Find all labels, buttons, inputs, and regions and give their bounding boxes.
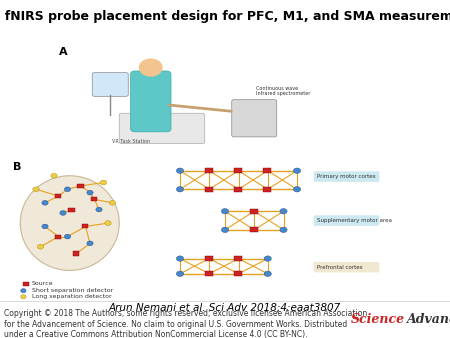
Bar	[234, 168, 242, 173]
Circle shape	[221, 227, 229, 233]
Bar	[55, 194, 61, 198]
Circle shape	[42, 224, 48, 229]
Text: Long separation detector: Long separation detector	[32, 294, 111, 299]
Circle shape	[33, 187, 39, 192]
Circle shape	[221, 209, 229, 214]
Bar	[22, 282, 29, 286]
Bar	[77, 184, 84, 188]
Text: B: B	[14, 162, 22, 172]
Bar	[91, 197, 97, 201]
FancyBboxPatch shape	[119, 113, 205, 144]
Text: Copyright © 2018 The Authors, some rights reserved; exclusive licensee American : Copyright © 2018 The Authors, some right…	[4, 309, 368, 338]
Text: Science: Science	[351, 313, 405, 326]
Text: Source: Source	[32, 282, 53, 286]
Text: Supplementary motor area: Supplementary motor area	[317, 218, 392, 223]
Bar	[205, 271, 213, 276]
Circle shape	[280, 227, 287, 233]
Text: Arun Nemani et al. Sci Adv 2018;4:eaat3807: Arun Nemani et al. Sci Adv 2018;4:eaat38…	[109, 303, 341, 313]
Circle shape	[87, 241, 93, 246]
Text: Prefrontal cortex: Prefrontal cortex	[317, 265, 363, 270]
Text: A: A	[58, 47, 67, 57]
Bar	[205, 187, 213, 192]
Bar	[250, 209, 258, 214]
Text: Primary motor cortex: Primary motor cortex	[317, 174, 376, 179]
FancyBboxPatch shape	[92, 73, 128, 96]
Bar	[263, 168, 271, 173]
Text: Continuous wave
Infrared spectrometer: Continuous wave Infrared spectrometer	[256, 86, 311, 96]
Bar	[234, 256, 242, 261]
FancyBboxPatch shape	[314, 262, 379, 272]
Circle shape	[60, 211, 66, 215]
Circle shape	[264, 256, 271, 261]
Circle shape	[64, 234, 71, 239]
Circle shape	[264, 271, 271, 276]
FancyBboxPatch shape	[314, 215, 379, 226]
FancyBboxPatch shape	[232, 100, 277, 137]
Text: Advances: Advances	[407, 313, 450, 326]
Circle shape	[176, 271, 184, 276]
Bar	[205, 168, 213, 173]
Bar	[73, 251, 79, 256]
Ellipse shape	[20, 176, 119, 270]
Circle shape	[87, 190, 93, 195]
Text: Fig. 1 fNIRS probe placement design for PFC, M1, and SMA measurements.: Fig. 1 fNIRS probe placement design for …	[0, 10, 450, 23]
Circle shape	[21, 295, 26, 299]
Circle shape	[280, 209, 287, 214]
Circle shape	[176, 256, 184, 261]
Circle shape	[140, 59, 162, 76]
Circle shape	[51, 173, 57, 178]
Bar	[55, 235, 61, 239]
Circle shape	[64, 187, 71, 192]
Bar	[263, 187, 271, 192]
Bar	[234, 271, 242, 276]
Bar	[68, 208, 75, 212]
Circle shape	[293, 168, 301, 173]
Circle shape	[293, 187, 301, 192]
Bar	[82, 224, 88, 228]
FancyBboxPatch shape	[130, 71, 171, 132]
Bar	[234, 187, 242, 192]
Circle shape	[96, 207, 102, 212]
Circle shape	[42, 200, 48, 205]
Circle shape	[100, 180, 107, 185]
Bar	[205, 256, 213, 261]
Circle shape	[176, 168, 184, 173]
Circle shape	[37, 244, 44, 249]
FancyBboxPatch shape	[314, 171, 379, 182]
Circle shape	[105, 221, 111, 225]
Text: Short separation detector: Short separation detector	[32, 288, 113, 293]
Circle shape	[109, 200, 116, 205]
Circle shape	[176, 187, 184, 192]
Bar	[250, 227, 258, 232]
Text: VR Task Station: VR Task Station	[112, 139, 149, 144]
Circle shape	[21, 289, 26, 293]
